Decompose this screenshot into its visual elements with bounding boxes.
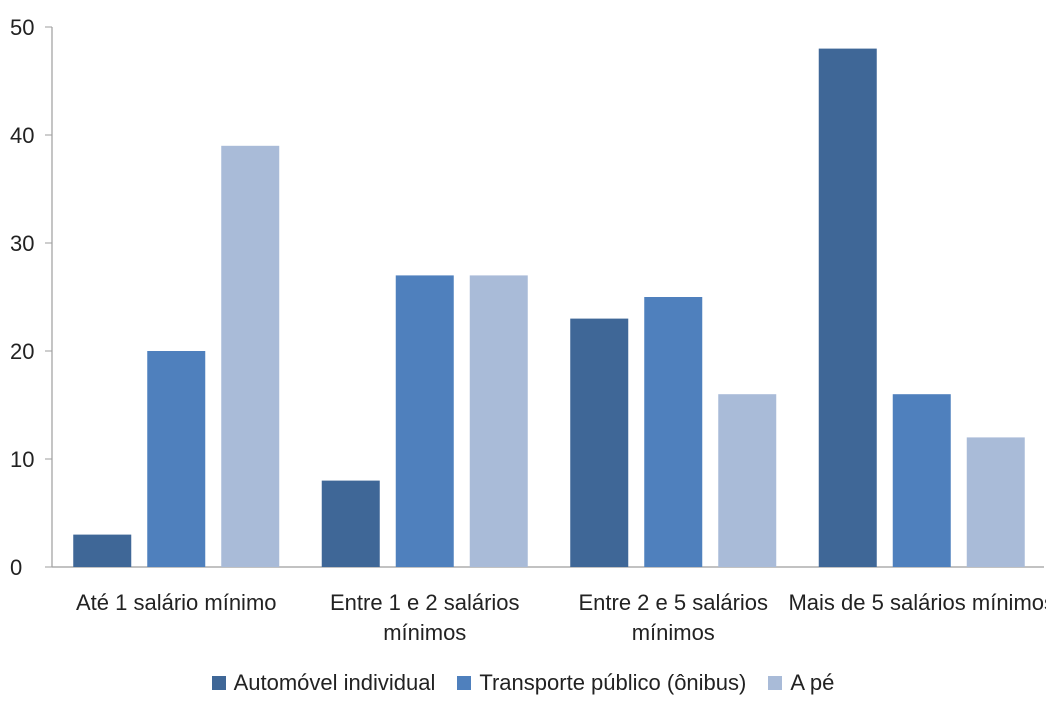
legend-swatch-automovel (211, 676, 226, 690)
bar-1-0 (321, 480, 380, 567)
bar-3-0 (818, 48, 877, 568)
x-category-label-0: Até 1 salário mínimo (76, 590, 277, 615)
bar-3-1 (892, 394, 951, 567)
bar-2-2 (718, 394, 777, 567)
bar-0-2 (221, 145, 280, 568)
bar-1-2 (469, 275, 528, 567)
y-tick-label-5: 50 (10, 15, 34, 40)
bar-3-2 (966, 437, 1025, 567)
legend: Automóvel individual Transporte público … (0, 672, 1046, 694)
bar-2-1 (644, 297, 703, 567)
y-tick-label-1: 10 (10, 447, 34, 472)
x-category-label-line-1-1: mínimos (383, 620, 466, 645)
bar-0-1 (147, 351, 206, 567)
legend-swatch-a-pe (768, 676, 783, 690)
legend-label-transporte-publico: Transporte público (ônibus) (479, 670, 747, 695)
x-category-label-line-3-0: Mais de 5 salários mínimos (788, 590, 1046, 615)
x-category-label-line-2-1: mínimos (632, 620, 715, 645)
bar-2-0 (570, 318, 629, 567)
y-tick-label-4: 40 (10, 123, 34, 148)
legend-label-a-pe: A pé (790, 670, 835, 695)
y-tick-label-3: 30 (10, 231, 34, 256)
legend-item-transporte-publico: Transporte público (ônibus) (457, 672, 746, 694)
x-category-label-line-1-0: Entre 1 e 2 salários (330, 590, 520, 615)
x-category-label-3: Mais de 5 salários mínimos (788, 590, 1046, 615)
x-category-label-line-2-0: Entre 2 e 5 salários (578, 590, 768, 615)
y-tick-label-0: 0 (10, 555, 22, 580)
legend-swatch-transporte-publico (457, 676, 472, 690)
x-category-label-1: Entre 1 e 2 salários mínimos (330, 590, 520, 645)
x-category-label-2: Entre 2 e 5 salários mínimos (578, 590, 768, 645)
x-category-label-line-0-0: Até 1 salário mínimo (76, 590, 277, 615)
legend-item-a-pe: A pé (768, 672, 834, 694)
bar-0-0 (73, 534, 132, 567)
y-tick-label-2: 20 (10, 339, 34, 364)
legend-item-automovel: Automóvel individual (211, 670, 436, 695)
legend-label-automovel: Automóvel individual (233, 670, 436, 695)
bar-1-1 (395, 275, 454, 567)
